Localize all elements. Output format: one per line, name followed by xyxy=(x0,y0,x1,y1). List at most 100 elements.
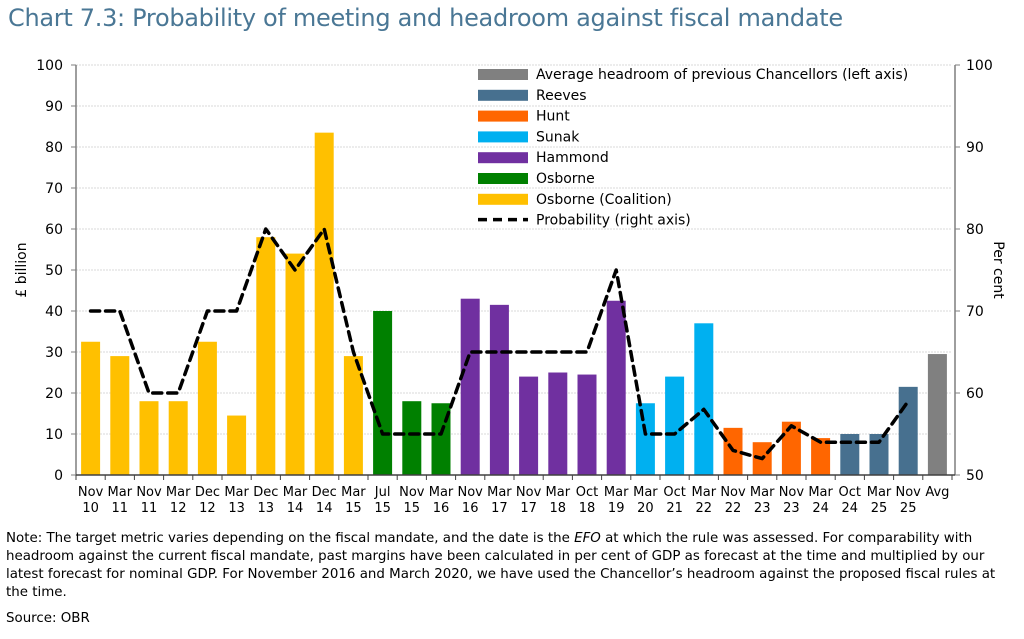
bar xyxy=(694,323,714,475)
legend-label: Probability (right axis) xyxy=(536,213,691,229)
y-tick-label: 30 xyxy=(45,345,63,361)
x-tick-label-year: 18 xyxy=(550,501,567,516)
bar xyxy=(256,237,276,475)
x-tick-label: Nov xyxy=(78,485,104,500)
x-tick-label-year: 21 xyxy=(666,501,683,516)
bar xyxy=(314,132,334,475)
x-tick-label-year: 11 xyxy=(112,501,129,516)
x-tick-label-year: 22 xyxy=(696,501,713,516)
bar xyxy=(869,434,889,475)
x-tick-label-year: 25 xyxy=(900,501,917,516)
y-tick-label: 40 xyxy=(45,304,63,320)
y-tick-label: 20 xyxy=(45,386,63,402)
x-tick-label-year: 17 xyxy=(491,501,508,516)
chart-note: Note: The target metric varies depending… xyxy=(6,530,1021,602)
y2-tick-label: 60 xyxy=(966,386,984,402)
x-tick-label: Dec xyxy=(312,485,337,500)
y2-tick-label: 70 xyxy=(966,304,984,320)
x-tick-label-year: 12 xyxy=(199,501,216,516)
x-tick-label-year: 15 xyxy=(404,501,421,516)
y-tick-label: 100 xyxy=(36,58,63,74)
x-tick-label: Mar xyxy=(633,485,658,500)
x-tick-label: Mar xyxy=(487,485,512,500)
x-tick-label-year: 23 xyxy=(754,501,771,516)
x-tick-label: Nov xyxy=(896,485,922,500)
probability-line xyxy=(88,227,910,461)
x-tick-label: Mar xyxy=(867,485,892,500)
x-tick-label-year: 16 xyxy=(462,501,479,516)
x-tick-label: Mar xyxy=(692,485,717,500)
x-tick-label-year: 12 xyxy=(170,501,187,516)
x-tick-label: Dec xyxy=(195,485,220,500)
legend-label: Average headroom of previous Chancellors… xyxy=(536,67,908,83)
legend-swatch xyxy=(478,152,528,164)
x-tick-label: Nov xyxy=(779,485,805,500)
x-tick-label: Mar xyxy=(808,485,833,500)
x-tick-label: Nov xyxy=(720,485,746,500)
y2-tick-label: 50 xyxy=(966,468,984,484)
bar xyxy=(343,356,363,475)
x-tick-label: Nov xyxy=(399,485,425,500)
x-tick-label-year: 11 xyxy=(141,501,158,516)
bar xyxy=(548,372,568,475)
x-tick-label-year: 14 xyxy=(287,501,304,516)
x-tick-label-year: 15 xyxy=(374,501,391,516)
bar xyxy=(489,304,509,475)
x-tick-label: Mar xyxy=(341,485,366,500)
bar xyxy=(81,341,101,475)
x-tick-label: Mar xyxy=(546,485,571,500)
bar xyxy=(840,434,860,475)
y2-axis-label: Per cent xyxy=(990,241,1006,299)
legend-swatch xyxy=(478,173,528,184)
x-tick-label: Mar xyxy=(224,485,249,500)
y-tick-label: 0 xyxy=(54,468,63,484)
bar xyxy=(110,356,130,475)
y2-tick-label: 100 xyxy=(966,58,993,74)
x-tick-label: Dec xyxy=(253,485,278,500)
legend-label: Osborne (Coalition) xyxy=(536,192,672,208)
bar xyxy=(197,341,217,475)
x-tick-label: Nov xyxy=(458,485,484,500)
bar xyxy=(635,403,655,475)
legend-swatch xyxy=(478,69,528,80)
x-tick-label: Jul xyxy=(374,485,391,500)
bar xyxy=(373,311,393,475)
x-tick-label: Oct xyxy=(576,485,598,500)
legend-label: Reeves xyxy=(536,88,587,104)
legend-label: Hammond xyxy=(536,150,609,166)
y-tick-label: 50 xyxy=(45,263,63,279)
x-tick-label: Mar xyxy=(108,485,133,500)
x-tick-label: Mar xyxy=(604,485,629,500)
y-tick-label: 10 xyxy=(45,427,63,443)
x-tick-label-year: 14 xyxy=(316,501,333,516)
note-suffix: at which the rule was assessed. For comp… xyxy=(6,531,996,600)
chart-title: Chart 7.3: Probability of meeting and he… xyxy=(8,4,843,32)
x-tick-label: Mar xyxy=(283,485,308,500)
legend-swatch xyxy=(478,131,528,143)
bar xyxy=(811,438,831,475)
x-tick-label-year: 16 xyxy=(433,501,450,516)
y-tick-label: 60 xyxy=(45,222,63,238)
x-tick-label-year: 15 xyxy=(345,501,362,516)
x-tick-label-year: 24 xyxy=(842,501,859,516)
bar xyxy=(139,401,159,475)
x-tick-label: Nov xyxy=(516,485,542,500)
y-tick-label: 80 xyxy=(45,140,63,156)
bar xyxy=(606,300,626,475)
bar xyxy=(227,415,247,475)
y2-tick-label: 90 xyxy=(966,140,984,156)
bar xyxy=(577,374,597,475)
x-tick-label-year: 23 xyxy=(783,501,800,516)
bar xyxy=(402,401,422,475)
x-tick-label-year: 13 xyxy=(258,501,275,516)
note-prefix: Note: The target metric varies depending… xyxy=(6,531,575,546)
bar xyxy=(460,298,480,475)
x-tick-label: Mar xyxy=(429,485,454,500)
y-tick-label: 90 xyxy=(45,99,63,115)
y-axis-label: £ billion xyxy=(14,242,30,297)
x-tick-label-year: 13 xyxy=(228,501,245,516)
x-tick-label-year: 20 xyxy=(637,501,654,516)
x-tick-label: Oct xyxy=(663,485,685,500)
legend-label: Sunak xyxy=(536,129,580,145)
